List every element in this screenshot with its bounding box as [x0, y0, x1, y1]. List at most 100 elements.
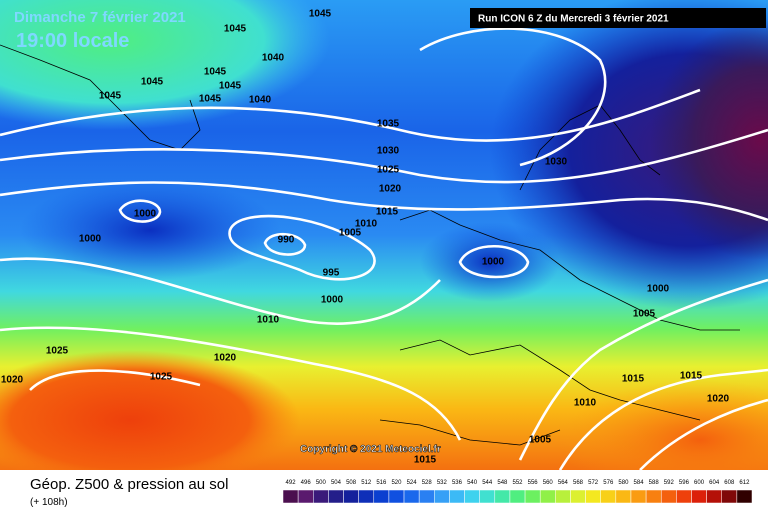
isobar-label: 1020 — [707, 394, 730, 405]
isobar-label: 1025 — [150, 372, 173, 383]
legend-label: 544 — [482, 480, 493, 486]
isobar — [228, 214, 376, 281]
legend-swatch — [434, 489, 450, 504]
legend-label: 504 — [331, 480, 342, 486]
field-area — [560, 380, 768, 500]
isobar-label: 1020 — [379, 184, 402, 195]
legend-swatch — [328, 489, 344, 504]
legend-label: 500 — [316, 480, 327, 486]
isobar-label: 1045 — [309, 9, 332, 20]
isobar-label: 1040 — [262, 53, 285, 64]
field-area — [0, 0, 330, 130]
legend-label: 528 — [422, 480, 433, 486]
legend-swatch — [555, 489, 571, 504]
footer-lead: (+ 108h) — [30, 497, 68, 508]
isobar-label: 1045 — [219, 81, 242, 92]
legend-label: 572 — [588, 480, 599, 486]
copyright: Copyright © 2021 Meteociel.fr — [300, 444, 441, 455]
legend-label: 492 — [286, 480, 297, 486]
isobar — [458, 244, 530, 279]
isobar-label: 1045 — [99, 91, 122, 102]
legend-swatch — [721, 489, 738, 504]
legend-swatch — [494, 489, 511, 504]
legend: 492 496 500 504 508 512 516 520 524 528 532 536 540 5… — [282, 480, 753, 504]
isobar-label: 1005 — [339, 228, 362, 239]
legend-swatch — [615, 489, 632, 504]
legend-swatch — [660, 489, 677, 504]
isobar — [118, 199, 162, 223]
legend-label: 600 — [694, 480, 705, 486]
isobar — [639, 398, 768, 471]
isobar-label: 1015 — [376, 207, 399, 218]
legend-swatch — [343, 489, 359, 504]
coastlines — [0, 44, 740, 446]
legend-swatch — [373, 489, 390, 504]
legend-swatch — [706, 489, 722, 504]
legend-label: 588 — [649, 480, 660, 486]
legend-swatch — [736, 489, 753, 504]
isobar — [558, 368, 768, 471]
isobar-label: 1035 — [377, 119, 400, 130]
legend-swatch — [691, 489, 707, 504]
legend-swatch — [585, 489, 601, 504]
isobar-label: 1015 — [622, 374, 645, 385]
isobar — [263, 232, 307, 256]
legend-swatch — [418, 489, 435, 504]
isobar-label: 1045 — [204, 67, 227, 78]
legend-swatch — [464, 489, 480, 504]
legend-label: 608 — [724, 480, 735, 486]
coastline — [0, 44, 201, 151]
legend-swatch — [524, 489, 541, 504]
footer-title: Géop. Z500 & pression au sol — [30, 476, 228, 493]
isobar-label: 1025 — [46, 346, 69, 357]
isobar-label: 1000 — [647, 284, 670, 295]
legend-swatch — [282, 489, 299, 504]
legend-swatch — [570, 489, 586, 504]
isobar-label: 1010 — [574, 398, 597, 409]
legend-label: 536 — [452, 480, 463, 486]
isobar-label: 995 — [323, 268, 340, 279]
isobar-label: 1000 — [134, 209, 157, 220]
isobar — [419, 27, 607, 167]
legend-swatch — [358, 489, 375, 504]
isobar-label: 1010 — [257, 315, 280, 326]
isobar — [518, 278, 768, 461]
isobar — [0, 257, 441, 325]
legend-label: 580 — [618, 480, 629, 486]
isobar-label: 1005 — [529, 435, 552, 446]
legend-label: 524 — [407, 480, 418, 486]
isobar-label: 1000 — [79, 234, 102, 245]
legend-label: 564 — [558, 480, 569, 486]
isobar-label: 1020 — [1, 375, 24, 386]
legend-swatch — [676, 489, 692, 504]
legend-label: 612 — [739, 480, 750, 486]
isobar-label: 1015 — [680, 371, 703, 382]
legend-label: 512 — [361, 480, 372, 486]
legend-swatch — [388, 489, 405, 504]
legend-label: 540 — [467, 480, 478, 486]
field-area — [20, 180, 280, 280]
isobar-label: 1040 — [249, 95, 272, 106]
isobars — [0, 27, 768, 471]
legend-label: 496 — [301, 480, 312, 486]
legend-label: 552 — [512, 480, 523, 486]
legend-swatch — [449, 489, 465, 504]
legend-swatch — [600, 489, 617, 504]
legend-label: 592 — [664, 480, 675, 486]
legend-label: 568 — [573, 480, 584, 486]
field — [0, 0, 768, 500]
legend-swatch — [297, 489, 314, 504]
date-label: Dimanche 7 février 2021 — [14, 9, 186, 26]
isobar-label: 1020 — [214, 353, 237, 364]
isobar-label: 1030 — [377, 146, 400, 157]
field-area — [0, 350, 300, 490]
isobar-label: 1010 — [355, 219, 378, 230]
isobar-label: 1045 — [224, 24, 247, 35]
legend-label: 576 — [603, 480, 614, 486]
coastline — [379, 419, 561, 446]
isobar-label: 990 — [278, 235, 295, 246]
isobar-label: 1045 — [199, 94, 222, 105]
legend-swatch — [630, 489, 647, 504]
